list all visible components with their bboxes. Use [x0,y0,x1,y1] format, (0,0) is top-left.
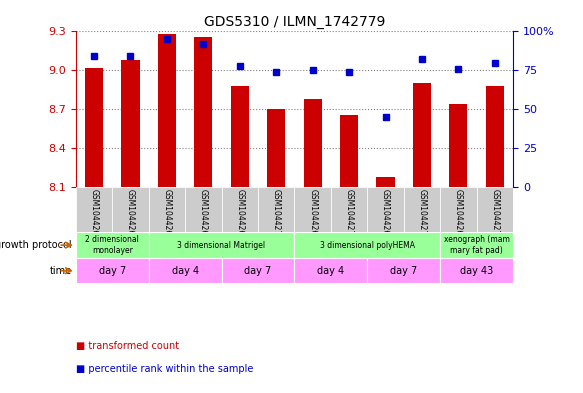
Bar [440,187,476,232]
Text: 3 dimensional Matrigel: 3 dimensional Matrigel [177,241,266,250]
Bar [231,86,249,187]
Text: 2 dimensional
monolayer: 2 dimensional monolayer [85,235,139,255]
Bar [440,232,513,259]
Text: ■ percentile rank within the sample: ■ percentile rank within the sample [76,364,253,375]
Bar [76,259,149,283]
Text: ■ transformed count: ■ transformed count [76,341,179,351]
Text: GSM1044273: GSM1044273 [490,189,499,241]
Text: day 4: day 4 [317,266,345,276]
Text: day 7: day 7 [244,266,272,276]
Bar [331,187,367,232]
Text: 3 dimensional polyHEMA: 3 dimensional polyHEMA [320,241,415,250]
Bar [377,177,395,187]
Text: GSM1044264: GSM1044264 [236,189,244,241]
Text: GSM1044269: GSM1044269 [199,189,208,241]
Text: day 4: day 4 [171,266,199,276]
Bar [403,187,440,232]
Text: GSM1044271: GSM1044271 [345,189,353,241]
Bar [149,259,222,283]
Bar [486,86,504,187]
Bar [304,99,322,187]
Bar [222,259,294,283]
Bar [294,259,367,283]
Text: day 7: day 7 [390,266,417,276]
Bar [222,187,258,232]
Text: GSM1044262: GSM1044262 [90,189,99,241]
Bar [85,68,103,187]
Bar [112,187,149,232]
Text: GSM1044268: GSM1044268 [126,189,135,241]
Bar [76,187,112,232]
Bar [449,104,468,187]
Bar [185,187,222,232]
Bar [294,232,440,259]
Bar [413,83,431,187]
Bar [267,109,285,187]
Bar [367,187,403,232]
Text: GSM1044266: GSM1044266 [381,189,390,241]
Text: GSM1044272: GSM1044272 [417,189,426,241]
Text: GSM1044267: GSM1044267 [454,189,463,241]
Text: day 7: day 7 [99,266,126,276]
Bar [76,232,149,259]
Title: GDS5310 / ILMN_1742779: GDS5310 / ILMN_1742779 [203,15,385,29]
Bar [194,37,212,187]
Text: GSM1044265: GSM1044265 [308,189,317,241]
Bar [149,232,294,259]
Bar [158,34,176,187]
Bar [258,187,294,232]
Bar [476,187,513,232]
Bar [440,259,513,283]
Text: GSM1044270: GSM1044270 [272,189,280,241]
Bar [121,60,139,187]
Bar [340,114,358,187]
Bar [294,187,331,232]
Text: GSM1044263: GSM1044263 [163,189,171,241]
Text: day 43: day 43 [460,266,493,276]
Text: time: time [50,266,72,276]
Text: xenograph (mam
mary fat pad): xenograph (mam mary fat pad) [444,235,510,255]
Bar [149,187,185,232]
Bar [367,259,440,283]
Text: growth protocol: growth protocol [0,240,72,250]
